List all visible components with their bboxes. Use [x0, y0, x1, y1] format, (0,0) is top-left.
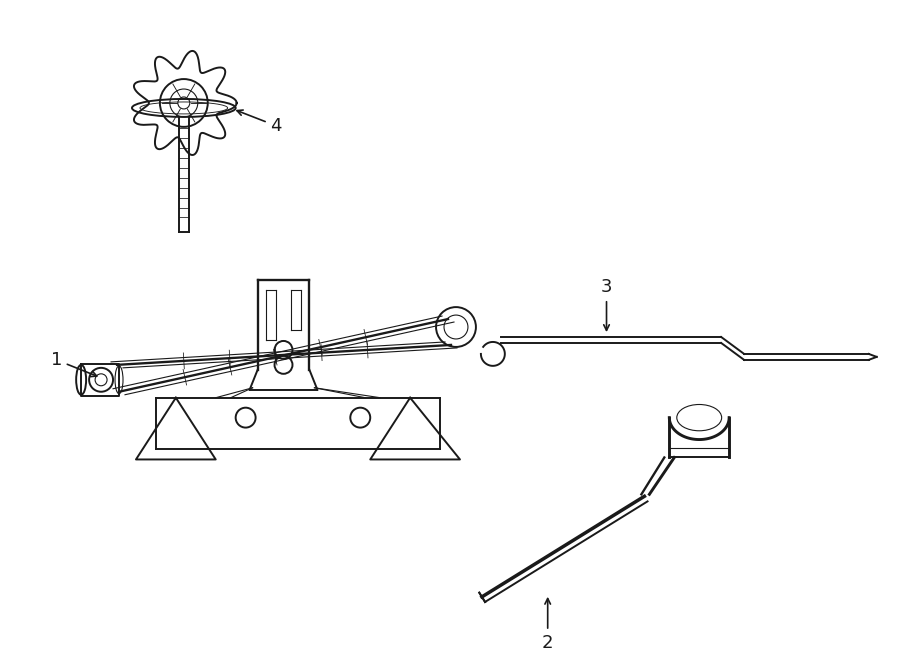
Text: 3: 3 [601, 278, 612, 330]
Text: 1: 1 [50, 351, 97, 377]
Text: 4: 4 [237, 110, 282, 135]
Text: 2: 2 [542, 598, 554, 652]
